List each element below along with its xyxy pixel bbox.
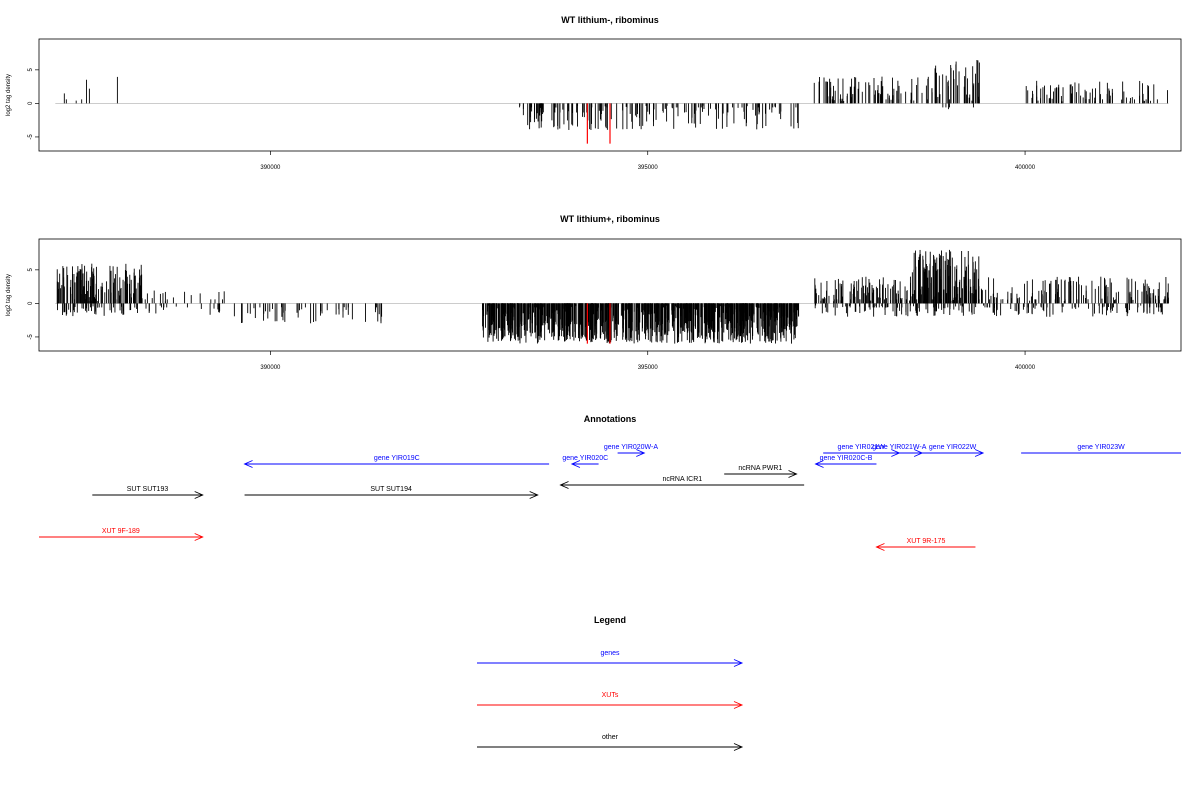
y-axis-label: log2 tag density xyxy=(6,74,12,116)
x-tick-label: 400000 xyxy=(1015,365,1036,371)
x-tick-label: 400000 xyxy=(1015,165,1036,171)
y-tick-label: -5 xyxy=(28,334,34,340)
y-tick-label: -5 xyxy=(28,134,34,140)
feature-arrowhead xyxy=(559,481,569,489)
annotation-feature: ncRNA ICR1 xyxy=(559,476,805,489)
bars-group xyxy=(55,60,1169,144)
x-tick-label: 395000 xyxy=(638,365,659,371)
feature-label: gene YIR020C-B xyxy=(820,455,873,462)
annotation-feature: gene YIR020W-A xyxy=(604,444,659,457)
annotation-feature: gene YIR022W xyxy=(922,444,985,457)
feature-arrowhead xyxy=(636,449,646,457)
legend-label: XUTs xyxy=(602,692,619,699)
track-panel-lithium-plus: WT lithium+, ribominus log2 tag density … xyxy=(6,214,1182,371)
legend-arrowhead xyxy=(733,743,744,751)
feature-label: gene YIR022W xyxy=(929,444,977,451)
annotation-features: gene YIR020W-A gene YIR019C gene YIR020C nc… xyxy=(39,444,1181,551)
feature-arrowhead xyxy=(570,460,581,468)
annotation-feature: gene YIR019C xyxy=(243,455,550,468)
panel-title: WT lithium+, ribominus xyxy=(560,214,660,224)
legend-label: genes xyxy=(600,650,620,657)
feature-arrowhead xyxy=(814,460,824,468)
legend-title: Legend xyxy=(594,615,626,625)
feature-label: XUT 9F-189 xyxy=(102,528,140,535)
plot-frame xyxy=(38,38,1182,152)
y-tick-label: 0 xyxy=(28,101,34,105)
y-tick-label: 5 xyxy=(28,68,34,72)
legend-label: other xyxy=(602,734,619,741)
feature-arrowhead xyxy=(788,470,798,478)
x-tick-label: 390000 xyxy=(260,165,281,171)
feature-arrowhead xyxy=(875,543,885,551)
feature-label: gene YIR019C xyxy=(374,455,420,462)
axes-group: 390000 395000 400000 -5 0 5 xyxy=(28,68,1036,171)
feature-label: gene YIR021W-A xyxy=(872,444,927,451)
feature-arrowhead xyxy=(529,491,539,499)
annotations-title: Annotations xyxy=(584,414,637,424)
feature-label: XUT 9R-175 xyxy=(907,538,946,545)
feature-label: gene YIR021W xyxy=(838,444,886,451)
annotation-feature: XUT 9F-189 xyxy=(39,528,204,541)
feature-label: ncRNA PWR1 xyxy=(738,465,782,472)
feature-label: gene YIR020W-A xyxy=(604,444,659,451)
annotation-feature: gene YIR020C-B xyxy=(814,455,877,468)
annotation-feature: XUT 9R-175 xyxy=(875,538,976,551)
legend-items: genes XUTs other xyxy=(477,650,744,751)
feature-label: SUT SUT194 xyxy=(370,486,412,493)
annotation-feature: SUT SUT193 xyxy=(92,486,204,499)
y-axis-label: log2 tag density xyxy=(6,274,12,316)
x-tick-label: 390000 xyxy=(260,365,281,371)
feature-label: gene YIR020C xyxy=(562,455,608,462)
x-tick-label: 395000 xyxy=(638,165,659,171)
axes-group: 390000 395000 400000 -5 0 5 xyxy=(28,268,1036,371)
feature-arrowhead xyxy=(194,533,204,541)
feature-arrowhead xyxy=(243,460,253,468)
y-tick-label: 0 xyxy=(28,301,34,305)
feature-arrowhead xyxy=(194,491,204,499)
legend-item: genes xyxy=(477,650,744,667)
legend: Legend genes XUTs other xyxy=(477,615,744,751)
legend-arrowhead xyxy=(733,701,744,709)
legend-item: XUTs xyxy=(477,692,744,709)
feature-label: SUT SUT193 xyxy=(127,486,169,493)
annotation-feature: gene YIR023W xyxy=(1021,444,1181,454)
annotation-feature: SUT SUT194 xyxy=(244,486,539,499)
annotation-feature: gene YIR021W-A xyxy=(872,444,927,457)
legend-item: other xyxy=(477,734,744,751)
annotation-feature: gene YIR020C xyxy=(562,455,608,468)
track-panel-lithium-minus: WT lithium-, ribominus log2 tag density … xyxy=(6,15,1182,171)
panel-title: WT lithium-, ribominus xyxy=(561,15,659,25)
feature-arrowhead xyxy=(974,449,985,457)
feature-label: ncRNA ICR1 xyxy=(662,476,702,483)
plot-frame xyxy=(38,238,1182,352)
feature-label: gene YIR023W xyxy=(1077,444,1125,451)
bars-group xyxy=(55,249,1169,344)
legend-arrowhead xyxy=(733,659,744,667)
annotation-feature: ncRNA PWR1 xyxy=(724,465,798,478)
y-tick-label: 5 xyxy=(28,268,34,272)
